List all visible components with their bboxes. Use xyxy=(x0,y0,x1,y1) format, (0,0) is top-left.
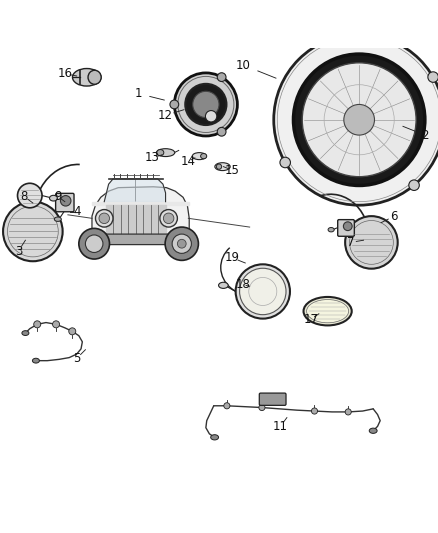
Ellipse shape xyxy=(216,164,222,169)
Circle shape xyxy=(95,209,113,227)
Text: 1: 1 xyxy=(134,87,142,100)
Circle shape xyxy=(236,264,290,319)
Circle shape xyxy=(240,268,286,314)
Text: 3: 3 xyxy=(15,245,22,257)
Ellipse shape xyxy=(192,152,206,159)
Circle shape xyxy=(170,100,179,109)
Circle shape xyxy=(85,235,103,253)
Circle shape xyxy=(344,104,374,135)
Text: 10: 10 xyxy=(236,59,251,71)
Polygon shape xyxy=(106,205,166,236)
Text: 7: 7 xyxy=(346,236,354,249)
Ellipse shape xyxy=(201,154,207,159)
Ellipse shape xyxy=(88,70,101,84)
Ellipse shape xyxy=(369,428,377,433)
Ellipse shape xyxy=(219,282,228,288)
Circle shape xyxy=(345,216,398,269)
FancyBboxPatch shape xyxy=(338,220,354,236)
Circle shape xyxy=(60,196,71,206)
Ellipse shape xyxy=(73,69,101,86)
FancyBboxPatch shape xyxy=(259,393,286,405)
Circle shape xyxy=(34,321,41,328)
Circle shape xyxy=(205,110,217,122)
Text: 9: 9 xyxy=(54,190,62,203)
Circle shape xyxy=(217,127,226,136)
Circle shape xyxy=(165,227,198,260)
Text: 4: 4 xyxy=(73,205,81,218)
Circle shape xyxy=(3,201,63,261)
Ellipse shape xyxy=(32,358,39,363)
Ellipse shape xyxy=(307,300,349,323)
Text: 5: 5 xyxy=(73,352,80,365)
Circle shape xyxy=(99,213,110,223)
Circle shape xyxy=(193,91,219,118)
Circle shape xyxy=(428,72,438,82)
Text: 12: 12 xyxy=(158,109,173,122)
Circle shape xyxy=(259,405,265,410)
Ellipse shape xyxy=(211,435,219,440)
Circle shape xyxy=(163,213,174,223)
Text: 17: 17 xyxy=(304,312,318,326)
Text: 2: 2 xyxy=(421,128,429,142)
Circle shape xyxy=(409,180,419,190)
Circle shape xyxy=(293,54,425,185)
Ellipse shape xyxy=(54,217,61,221)
Ellipse shape xyxy=(328,228,334,232)
Circle shape xyxy=(69,328,76,335)
Circle shape xyxy=(53,321,60,328)
Ellipse shape xyxy=(22,330,29,335)
FancyBboxPatch shape xyxy=(93,234,192,245)
Circle shape xyxy=(18,183,42,208)
Ellipse shape xyxy=(49,195,57,201)
Circle shape xyxy=(172,234,191,253)
Text: 13: 13 xyxy=(145,151,160,164)
Circle shape xyxy=(160,209,177,227)
Circle shape xyxy=(302,63,416,177)
Text: 15: 15 xyxy=(225,164,240,176)
Polygon shape xyxy=(92,187,189,241)
Circle shape xyxy=(345,409,351,415)
Circle shape xyxy=(185,84,226,125)
Circle shape xyxy=(280,157,290,168)
Text: 6: 6 xyxy=(390,209,398,223)
Ellipse shape xyxy=(304,297,352,326)
Text: 8: 8 xyxy=(21,190,28,203)
Text: 14: 14 xyxy=(181,155,196,168)
Circle shape xyxy=(343,222,352,231)
Circle shape xyxy=(311,408,318,414)
Circle shape xyxy=(275,36,438,204)
Circle shape xyxy=(177,239,186,248)
Circle shape xyxy=(224,403,230,409)
Circle shape xyxy=(79,229,110,259)
Polygon shape xyxy=(92,201,189,205)
Circle shape xyxy=(217,72,226,82)
FancyBboxPatch shape xyxy=(56,193,74,212)
Ellipse shape xyxy=(156,149,175,157)
Polygon shape xyxy=(104,179,166,201)
Text: 18: 18 xyxy=(236,278,251,292)
Text: 11: 11 xyxy=(273,420,288,433)
Text: 19: 19 xyxy=(225,251,240,264)
Circle shape xyxy=(174,73,237,136)
Ellipse shape xyxy=(157,150,164,156)
Ellipse shape xyxy=(215,163,230,171)
Text: 16: 16 xyxy=(57,67,72,80)
